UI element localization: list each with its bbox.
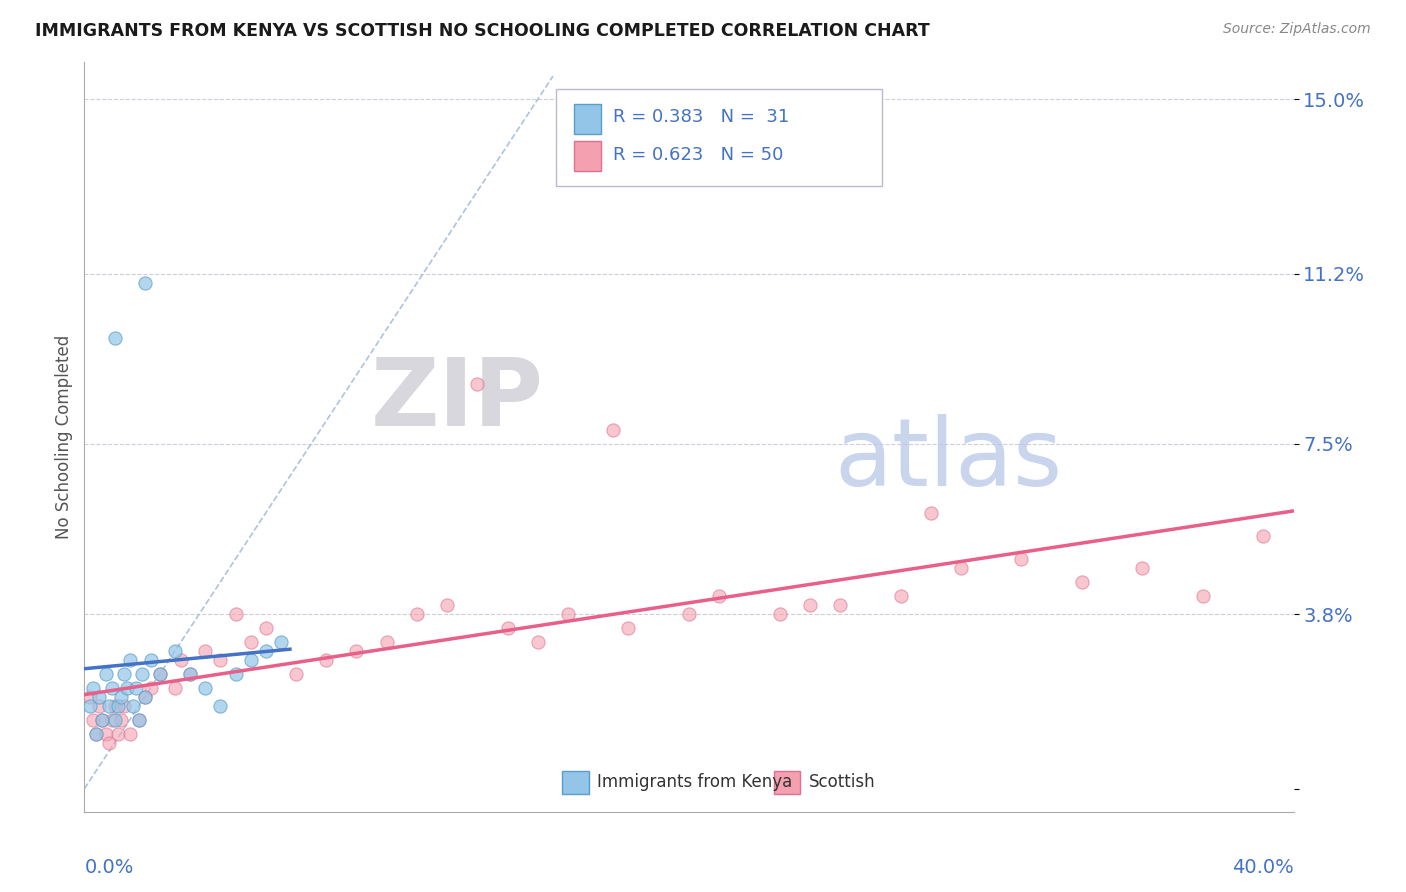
Point [110, 690, 132, 704]
Point [125, 681, 148, 695]
Point [527, 634, 550, 648]
FancyBboxPatch shape [574, 141, 600, 171]
Point [799, 598, 821, 612]
Point [100, 681, 122, 695]
Point [86, 726, 108, 740]
Point [375, 634, 398, 648]
Point [496, 621, 519, 635]
Point [104, 713, 127, 727]
Y-axis label: No Schooling Completed: No Schooling Completed [55, 335, 73, 539]
Point [110, 713, 132, 727]
Point [769, 607, 792, 621]
Point [97, 698, 120, 713]
Point [406, 607, 429, 621]
Point [239, 634, 262, 648]
Point [94, 726, 117, 740]
Point [1130, 561, 1153, 575]
Point [165, 681, 187, 695]
Text: Scottish: Scottish [808, 773, 876, 791]
Point [149, 666, 172, 681]
Point [709, 589, 731, 603]
Point [1253, 529, 1275, 543]
Point [134, 690, 156, 704]
Point [194, 681, 217, 695]
Point [270, 634, 292, 648]
Point [139, 653, 162, 667]
Point [1192, 589, 1215, 603]
Text: R = 0.623   N = 50: R = 0.623 N = 50 [613, 145, 783, 163]
Text: IMMIGRANTS FROM KENYA VS SCOTTISH NO SCHOOLING COMPLETED CORRELATION CHART: IMMIGRANTS FROM KENYA VS SCOTTISH NO SCH… [35, 22, 929, 40]
Point [94, 666, 117, 681]
Point [149, 666, 172, 681]
Point [134, 276, 156, 290]
Point [134, 690, 156, 704]
Point [1011, 552, 1033, 566]
Point [104, 698, 127, 713]
Point [1071, 574, 1094, 589]
Point [89, 698, 111, 713]
Point [79, 698, 101, 713]
Point [209, 653, 232, 667]
Point [617, 621, 640, 635]
FancyBboxPatch shape [562, 772, 589, 794]
Text: 0.0%: 0.0% [84, 858, 134, 877]
Point [346, 644, 368, 658]
Point [225, 666, 247, 681]
Point [225, 607, 247, 621]
Point [128, 713, 150, 727]
Point [118, 726, 141, 740]
Text: 40.0%: 40.0% [1232, 858, 1294, 877]
Point [179, 666, 201, 681]
Point [104, 331, 127, 345]
Point [209, 698, 232, 713]
Text: Immigrants from Kenya: Immigrants from Kenya [598, 773, 793, 791]
Point [557, 607, 579, 621]
Point [112, 698, 135, 713]
Point [436, 598, 458, 612]
Point [285, 666, 308, 681]
Point [139, 681, 162, 695]
Point [82, 681, 104, 695]
Point [602, 423, 624, 437]
Point [89, 690, 111, 704]
Point [165, 644, 187, 658]
Text: Source: ZipAtlas.com: Source: ZipAtlas.com [1223, 22, 1371, 37]
Point [254, 621, 277, 635]
Point [194, 644, 217, 658]
FancyBboxPatch shape [574, 103, 600, 134]
FancyBboxPatch shape [773, 772, 800, 794]
Point [112, 666, 135, 681]
Point [115, 681, 138, 695]
Text: R = 0.383   N =  31: R = 0.383 N = 31 [613, 108, 789, 126]
Point [254, 644, 277, 658]
Point [830, 598, 852, 612]
Point [179, 666, 201, 681]
Point [128, 713, 150, 727]
Point [100, 713, 122, 727]
Point [82, 713, 104, 727]
Point [131, 666, 153, 681]
Point [315, 653, 337, 667]
Point [79, 690, 101, 704]
Text: atlas: atlas [834, 414, 1063, 506]
Point [239, 653, 262, 667]
Point [678, 607, 700, 621]
Point [107, 698, 129, 713]
Point [950, 561, 973, 575]
Point [467, 377, 489, 392]
Point [97, 736, 120, 750]
Point [121, 698, 143, 713]
Point [170, 653, 193, 667]
Point [91, 713, 114, 727]
Text: ZIP: ZIP [371, 353, 544, 446]
Point [118, 653, 141, 667]
Point [86, 726, 108, 740]
Point [91, 713, 114, 727]
Point [107, 726, 129, 740]
FancyBboxPatch shape [555, 88, 883, 186]
Point [890, 589, 912, 603]
Point [920, 506, 942, 520]
